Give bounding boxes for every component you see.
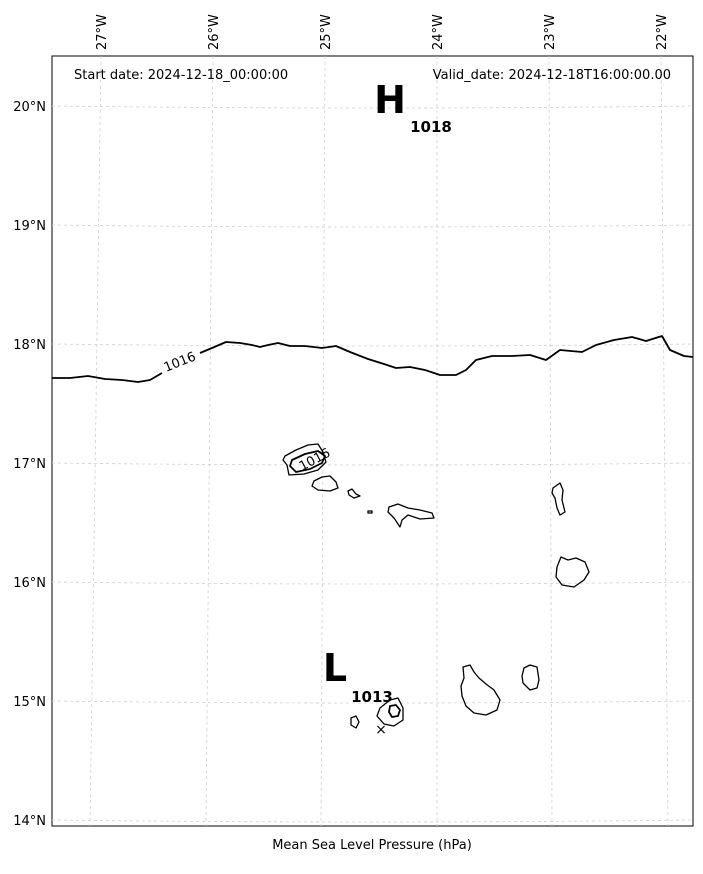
coastlines <box>282 443 590 729</box>
island-boa-vista <box>555 556 590 588</box>
meridian-23w <box>548 55 553 827</box>
lon-tick-label: 22°W <box>655 14 670 50</box>
lon-tick-label: 23°W <box>543 14 558 50</box>
island-brava <box>350 715 360 729</box>
pressure-center-low: L 1013 <box>323 646 393 706</box>
parallel-20n <box>51 105 694 109</box>
parallel-18n <box>51 343 694 347</box>
lat-tick-label: 16°N <box>13 576 46 591</box>
island-raso <box>367 510 373 514</box>
latitude-tick-labels: 20°N 19°N 18°N 17°N 16°N 15°N 14°N <box>13 100 46 829</box>
lon-tick-label: 27°W <box>95 14 110 50</box>
lat-tick-label: 18°N <box>13 338 46 353</box>
valid-date-label: Valid_date: 2024-12-18T16:00:00.00 <box>433 68 671 83</box>
lat-tick-label: 20°N <box>13 100 46 115</box>
lat-tick-label: 17°N <box>13 457 46 472</box>
meridian-22w <box>660 55 669 827</box>
island-santiago <box>460 664 501 716</box>
parallel-19n <box>51 224 694 228</box>
island-sao-vicente <box>311 475 339 492</box>
meridian-26w <box>205 55 214 827</box>
low-value: 1013 <box>351 688 393 706</box>
parallel-15n <box>51 700 694 704</box>
parallel-17n <box>51 462 694 466</box>
lat-tick-label: 19°N <box>13 219 46 234</box>
longitude-tick-labels: 27°W 26°W 25°W 24°W 23°W 22°W <box>95 14 670 50</box>
pressure-center-high: H 1018 <box>374 78 452 136</box>
island-santo-antao <box>282 443 327 476</box>
low-center-marker: × <box>375 722 387 738</box>
lat-tick-label: 14°N <box>13 814 46 829</box>
latitude-gridlines <box>51 105 694 823</box>
start-date-label: Start date: 2024-12-18_00:00:00 <box>74 68 288 83</box>
low-letter: L <box>323 646 347 690</box>
island-sal <box>551 482 566 516</box>
island-santa-luzia <box>347 488 361 499</box>
lon-tick-label: 24°W <box>431 14 446 50</box>
isobar-1016-main <box>52 335 694 383</box>
island-fogo <box>376 697 404 727</box>
lon-tick-label: 26°W <box>207 14 222 50</box>
meridian-27w <box>89 55 102 827</box>
footer-label: Mean Sea Level Pressure (hPa) <box>272 838 472 853</box>
lon-tick-label: 25°W <box>319 14 334 50</box>
map-frame <box>51 55 694 827</box>
high-letter: H <box>374 78 406 122</box>
high-value: 1018 <box>410 118 452 136</box>
island-maio <box>521 664 540 691</box>
lat-tick-label: 15°N <box>13 695 46 710</box>
parallel-16n <box>51 581 694 585</box>
isobar-1016-loop <box>289 450 326 473</box>
meridian-25w <box>320 55 326 827</box>
isobar-low-ring <box>388 704 401 718</box>
island-sao-nicolau <box>387 503 435 528</box>
longitude-gridlines <box>89 55 669 827</box>
parallel-14n <box>51 819 694 823</box>
